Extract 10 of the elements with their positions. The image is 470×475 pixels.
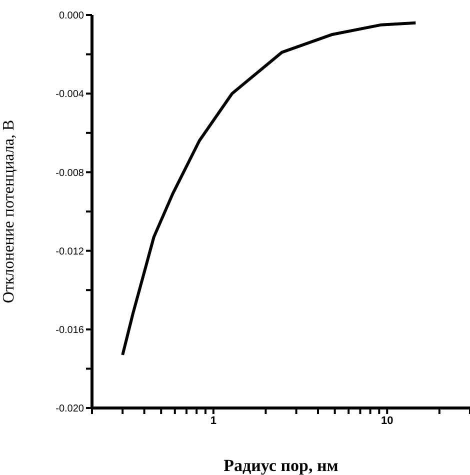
y-tick-label: -0.008 bbox=[56, 168, 84, 179]
y-tick-label: -0.016 bbox=[56, 324, 84, 336]
x-tick-label: 10 bbox=[380, 414, 394, 427]
y-tick-label: 0.000 bbox=[58, 10, 84, 22]
y-tick-label: -0.012 bbox=[56, 246, 84, 258]
y-tick-label: -0.020 bbox=[56, 404, 84, 415]
x-tick-label: 1 bbox=[210, 414, 216, 427]
x-axis-title: Радиус пор, нм bbox=[224, 456, 339, 475]
y-axis-title: Отклонение потенциала, В bbox=[0, 120, 18, 304]
y-tick-label: -0.004 bbox=[56, 89, 84, 100]
